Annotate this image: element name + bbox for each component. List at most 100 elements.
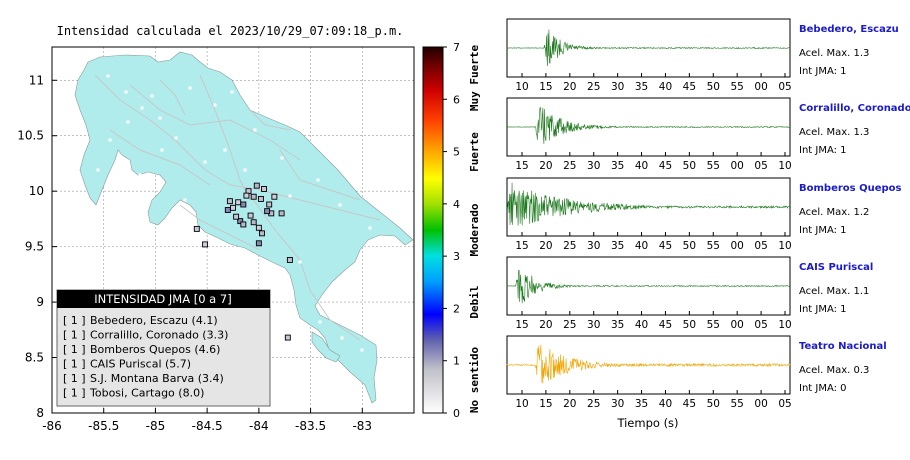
waveform-tick-label: 30 bbox=[587, 160, 600, 172]
station-marker bbox=[193, 225, 200, 232]
colorbar-tick-label: 0 bbox=[453, 407, 460, 420]
colorbar-tick-label: 3 bbox=[453, 250, 460, 263]
waveform-tick-label: 30 bbox=[611, 81, 624, 93]
waveform-station-name: Bebedero, Escazu bbox=[799, 24, 899, 35]
city-dot bbox=[223, 148, 227, 152]
station-marker bbox=[202, 241, 209, 248]
station-marker bbox=[224, 207, 231, 213]
waveform-tick-label: 55 bbox=[707, 319, 720, 331]
waveform-tick-label: 45 bbox=[683, 81, 696, 93]
city-dot bbox=[183, 198, 187, 202]
map-y-tick-label: 9 bbox=[36, 295, 44, 309]
station-marker bbox=[250, 219, 257, 226]
waveform-tick-label: 20 bbox=[563, 81, 576, 93]
waveform-tick-label: 00 bbox=[754, 398, 767, 410]
map-y-axis: 11 10.5 10 9.5 9 8.5 8 bbox=[17, 73, 57, 420]
waveform-acel-max: Acel. Max. 1.2 bbox=[799, 207, 869, 218]
legend-item-intensity: [ 1 ] bbox=[63, 372, 86, 385]
waveform-tick-label: 35 bbox=[611, 240, 624, 252]
map-x-tick-label: -84.5 bbox=[192, 419, 223, 433]
legend-item-station: S.J. Montana Barva (3.4) bbox=[90, 372, 224, 385]
city-dot bbox=[138, 173, 142, 177]
waveform-tick-label: 15 bbox=[539, 398, 552, 410]
city-dot bbox=[96, 168, 100, 172]
station-marker bbox=[257, 195, 264, 202]
waveform-panels: 10 15 20 25 30 35 40 45 50 55 00 05 Bebedero, Escazu… bbox=[506, 18, 910, 410]
waveform-tick-label: 35 bbox=[635, 81, 648, 93]
waveform-tick-label: 50 bbox=[707, 398, 720, 410]
station-markers bbox=[193, 182, 293, 341]
waveform-tick-label: 55 bbox=[730, 398, 743, 410]
legend-item-station: Bomberos Quepos (4.6) bbox=[90, 343, 220, 356]
station-marker bbox=[266, 201, 273, 208]
waveform-panel: 10 15 20 25 30 35 40 45 50 55 00 05 Bebedero, Escazu… bbox=[506, 18, 899, 93]
map-y-tick-label: 9.5 bbox=[25, 240, 44, 254]
station-marker bbox=[286, 256, 293, 263]
city-dot bbox=[160, 148, 164, 152]
waveform-tick-label: 25 bbox=[587, 81, 600, 93]
waveform-station-name: Teatro Nacional bbox=[799, 341, 887, 352]
legend-bg bbox=[56, 289, 271, 407]
waveform-tick-label: 15 bbox=[515, 160, 528, 172]
waveform-tick-label: 35 bbox=[611, 319, 624, 331]
legend-title: INTENSIDAD JMA [0 a 7] bbox=[94, 292, 231, 306]
map-x-tick-label: -86 bbox=[42, 419, 62, 433]
legend-item-station: Bebedero, Escazu (4.1) bbox=[90, 314, 218, 327]
legend-item-intensity: [ 1 ] bbox=[63, 358, 86, 371]
city-dot bbox=[158, 116, 162, 120]
waveform-tick-label: 30 bbox=[587, 319, 600, 331]
waveform-tick-label: 50 bbox=[683, 319, 696, 331]
map-y-tick-label: 8 bbox=[36, 406, 44, 420]
city-dot bbox=[338, 203, 342, 207]
legend-items: [ 1 ] Bebedero, Escazu (4.1) [ 1 ] Corralil… bbox=[63, 314, 228, 400]
city-dot bbox=[174, 136, 178, 140]
waveform-tick-label: 20 bbox=[539, 319, 552, 331]
waveform-tick-label: 10 bbox=[515, 81, 528, 93]
colorbar-tick-label: 2 bbox=[453, 302, 460, 315]
waveform-int-jma: Int JMA: 1 bbox=[799, 304, 847, 315]
waveform-int-jma: Int JMA: 1 bbox=[799, 66, 847, 77]
station-marker bbox=[243, 192, 250, 199]
waveform-tick-label: 20 bbox=[563, 398, 576, 410]
osa-peninsula bbox=[311, 331, 341, 363]
station-marker bbox=[237, 218, 244, 225]
city-dot bbox=[243, 168, 247, 172]
waveform-int-jma: Int JMA: 0 bbox=[799, 383, 847, 394]
legend-item-intensity: [ 1 ] bbox=[63, 343, 86, 356]
city-dot bbox=[368, 226, 372, 230]
waveform-int-jma: Int JMA: 1 bbox=[799, 225, 847, 236]
map-x-tick-label: -83 bbox=[352, 419, 372, 433]
waveform-tick-label: 45 bbox=[659, 240, 672, 252]
waveform-tick-label: 45 bbox=[683, 398, 696, 410]
waveform-tick-label: 05 bbox=[778, 81, 791, 93]
waveform-tick-label: 35 bbox=[635, 398, 648, 410]
waveform-tick-label: 25 bbox=[563, 160, 576, 172]
intensity-legend: INTENSIDAD JMA [0 a 7] [ 1 ] Bebedero, Es… bbox=[56, 289, 271, 407]
map-x-tick-label: -83.5 bbox=[295, 419, 326, 433]
waveform-tick-label: 05 bbox=[754, 319, 767, 331]
waveform-tick-label: 50 bbox=[683, 160, 696, 172]
waveform-panel: 10 15 20 25 30 35 40 45 50 55 00 05 Teatro Nacional A… bbox=[506, 335, 887, 410]
waveform-acel-max: Acel. Max. 1.3 bbox=[799, 127, 869, 138]
colorbar-ticks: 0 1 2 3 4 5 6 7 bbox=[443, 41, 460, 420]
city-dot bbox=[108, 138, 112, 142]
waveform-tick-label: 20 bbox=[539, 160, 552, 172]
waveform-tick-label: 30 bbox=[611, 398, 624, 410]
station-marker bbox=[255, 240, 262, 247]
waveform-station-name: Bomberos Quepos bbox=[799, 183, 902, 194]
colorbar-tick-label: 6 bbox=[453, 93, 460, 106]
city-dot bbox=[318, 320, 322, 324]
waveform-tick-label: 10 bbox=[778, 319, 791, 331]
colorbar-label-muy-fuerte: Muy Fuerte bbox=[468, 45, 481, 112]
waveform-tick-label: 15 bbox=[515, 240, 528, 252]
legend-item-intensity: [ 1 ] bbox=[63, 314, 86, 327]
station-marker bbox=[247, 212, 254, 219]
map-y-tick-label: 10 bbox=[29, 184, 44, 198]
map-x-tick-label: -85.5 bbox=[88, 419, 119, 433]
legend-item-intensity: [ 1 ] bbox=[63, 387, 86, 400]
station-marker bbox=[284, 334, 291, 341]
waveform-tick-label: 40 bbox=[635, 160, 648, 172]
map-title: Intensidad calculada el 2023/10/29_07:09… bbox=[57, 24, 404, 38]
waveform-trace bbox=[506, 344, 791, 384]
station-marker bbox=[240, 221, 247, 228]
